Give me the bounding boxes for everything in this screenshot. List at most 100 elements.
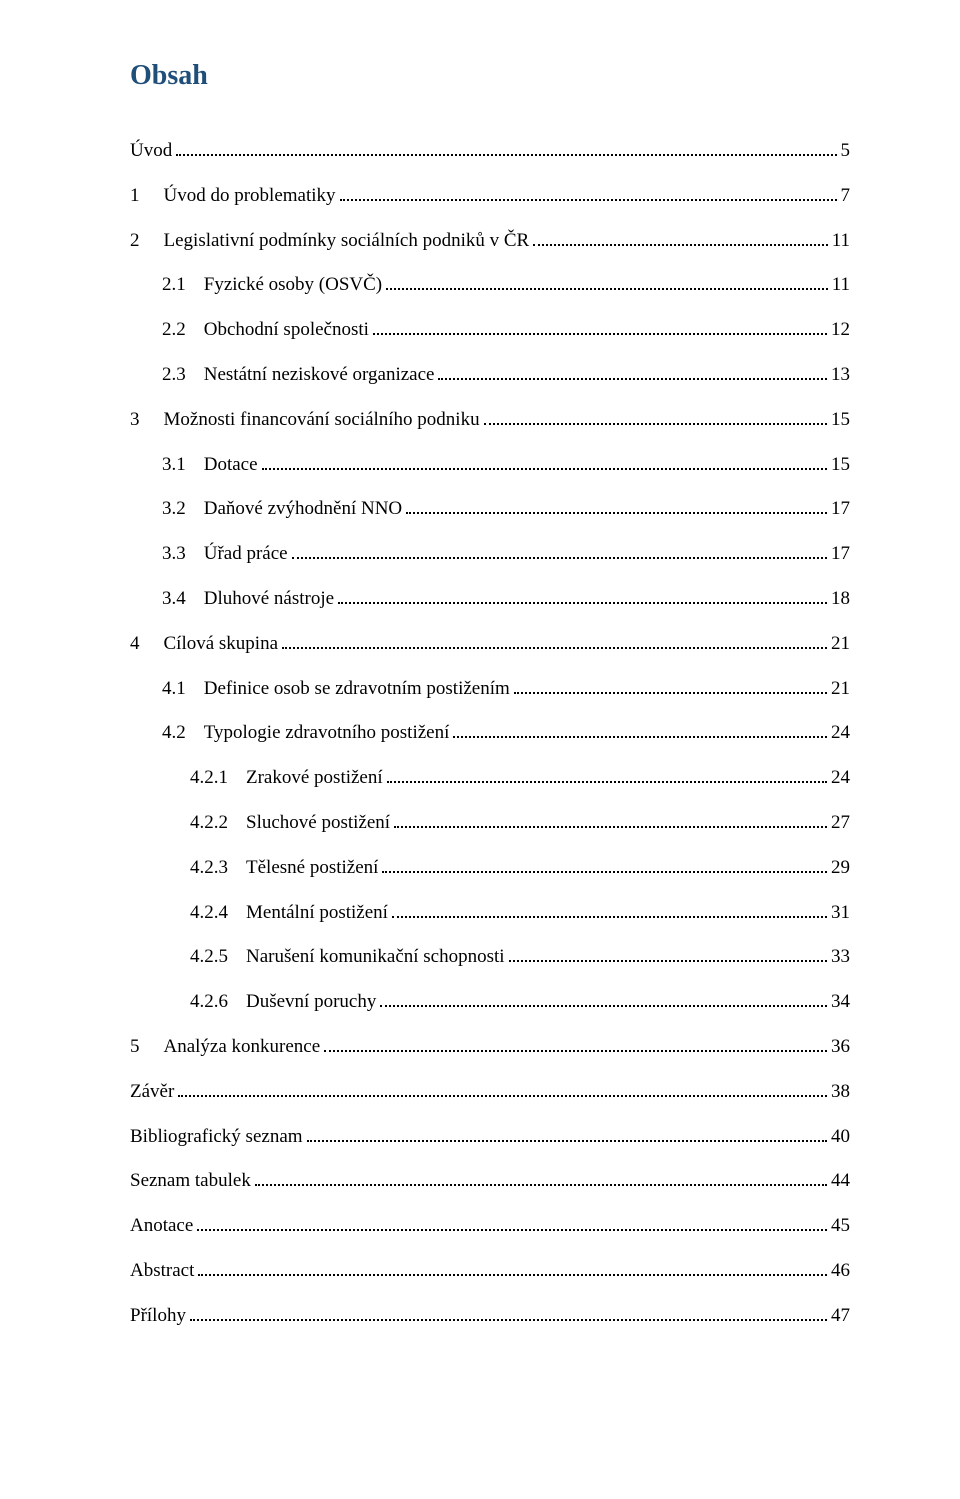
toc-entry: 5 Analýza konkurence 36 xyxy=(130,1036,850,1059)
toc-entry: 4 Cílová skupina 21 xyxy=(130,633,850,656)
toc-entry-page: 36 xyxy=(831,1036,850,1059)
toc-entry-number: 5 xyxy=(130,1036,140,1059)
toc-entry-number: 4.2.3 xyxy=(190,857,228,880)
toc-entry-label: Nestátní neziskové organizace xyxy=(204,364,435,387)
toc-entry-page: 40 xyxy=(831,1126,850,1149)
toc-entry: 3.2 Daňové zvýhodnění NNO 17 xyxy=(130,498,850,521)
toc-entry: 4.2.3 Tělesné postižení 29 xyxy=(130,857,850,880)
toc-leader-dots xyxy=(282,635,827,648)
toc-entry-page: 45 xyxy=(831,1215,850,1238)
toc-entry-label: Abstract xyxy=(130,1260,194,1283)
toc-leader-dots xyxy=(380,994,827,1007)
toc-leader-dots xyxy=(198,1263,827,1276)
toc-entry-number: 4.1 xyxy=(162,678,186,701)
toc-leader-dots xyxy=(453,725,827,738)
toc-entry: 2.3 Nestátní neziskové organizace 13 xyxy=(130,364,850,387)
toc-entry-number: 3.4 xyxy=(162,588,186,611)
toc-entry-label: Možnosti financování sociálního podniku xyxy=(164,409,480,432)
toc-entry: 4.2.6Duševní poruchy34 xyxy=(130,991,850,1014)
toc-leader-dots xyxy=(307,1128,827,1141)
toc-entry-label: Cílová skupina xyxy=(164,633,279,656)
toc-leader-dots xyxy=(255,1173,827,1186)
toc-entry: 2 Legislativní podmínky sociálních podnik… xyxy=(130,230,850,253)
toc-page: Obsah Úvod51Úvod do problematiky72Legisl… xyxy=(0,0,960,1410)
toc-entry-page: 12 xyxy=(831,319,850,342)
toc-leader-dots xyxy=(533,232,827,245)
toc-leader-dots xyxy=(190,1307,827,1320)
toc-entry-number: 1 xyxy=(130,185,140,208)
toc-entry-page: 31 xyxy=(831,902,850,925)
toc-entry-page: 44 xyxy=(831,1170,850,1193)
toc-leader-dots xyxy=(262,456,827,469)
toc-entry-label: Závěr xyxy=(130,1081,174,1104)
toc-entry-page: 46 xyxy=(831,1260,850,1283)
toc-entry-number: 4.2.6 xyxy=(190,991,228,1014)
toc-entry-page: 11 xyxy=(832,230,850,253)
toc-entry-page: 21 xyxy=(831,678,850,701)
toc-entry-page: 13 xyxy=(831,364,850,387)
toc-entry-number: 2 xyxy=(130,230,140,253)
toc-entry-label: Sluchové postižení xyxy=(246,812,390,835)
toc-entry-page: 21 xyxy=(831,633,850,656)
toc-entry-label: Mentální postižení xyxy=(246,902,388,925)
toc-leader-dots xyxy=(178,1083,827,1096)
toc-entry: 3.3Úřad práce17 xyxy=(130,543,850,566)
toc-entry-number: 2.1 xyxy=(162,274,186,297)
toc-entry-page: 47 xyxy=(831,1305,850,1328)
toc-entry-label: Fyzické osoby (OSVČ) xyxy=(204,274,382,297)
toc-leader-dots xyxy=(438,367,827,380)
toc-entry: Závěr38 xyxy=(130,1081,850,1104)
toc-entry-page: 17 xyxy=(831,498,850,521)
toc-entry-number: 4.2 xyxy=(162,722,186,745)
toc-entry: 3Možnosti financování sociálního podniku… xyxy=(130,409,850,432)
toc-entry-number: 4.2.5 xyxy=(190,946,228,969)
toc-entry-label: Tělesné postižení xyxy=(246,857,378,880)
toc-entry-number: 4 xyxy=(130,633,140,656)
toc-entry: 1 Úvod do problematiky 7 xyxy=(130,185,850,208)
toc-entry-label: Dluhové nástroje xyxy=(204,588,334,611)
toc-entry: Abstract 46 xyxy=(130,1260,850,1283)
toc-leader-dots xyxy=(338,591,827,604)
toc-entry-label: Definice osob se zdravotním postižením xyxy=(204,678,510,701)
toc-entry-number: 4.2.1 xyxy=(190,767,228,790)
toc-entry-label: Úřad práce xyxy=(204,543,288,566)
toc-entry-page: 7 xyxy=(841,185,851,208)
toc-leader-dots xyxy=(387,770,827,783)
toc-entry: 4.2.2Sluchové postižení27 xyxy=(130,812,850,835)
toc-leader-dots xyxy=(324,1039,827,1052)
toc-entry-number: 2.3 xyxy=(162,364,186,387)
toc-entry-label: Analýza konkurence xyxy=(164,1036,321,1059)
toc-entry: 4.1 Definice osob se zdravotním postižení… xyxy=(130,678,850,701)
toc-entry: Anotace45 xyxy=(130,1215,850,1238)
toc-entry-page: 15 xyxy=(831,454,850,477)
toc-leader-dots xyxy=(386,277,828,290)
toc-leader-dots xyxy=(176,143,836,156)
toc-entry-page: 18 xyxy=(831,588,850,611)
toc-entry: Bibliografický seznam40 xyxy=(130,1126,850,1149)
toc-entry: Seznam tabulek44 xyxy=(130,1170,850,1193)
toc-entry: 3.4 Dluhové nástroje 18 xyxy=(130,588,850,611)
toc-leader-dots xyxy=(484,411,827,424)
toc-entry-label: Daňové zvýhodnění NNO xyxy=(204,498,402,521)
toc-entry-page: 33 xyxy=(831,946,850,969)
toc-entry-label: Přílohy xyxy=(130,1305,186,1328)
toc-title: Obsah xyxy=(130,60,850,92)
toc-entry-label: Obchodní společnosti xyxy=(204,319,369,342)
toc-leader-dots xyxy=(509,949,827,962)
toc-entry-page: 29 xyxy=(831,857,850,880)
toc-entry-label: Zrakové postižení xyxy=(246,767,383,790)
toc-entry: 4.2.4 Mentální postižení 31 xyxy=(130,902,850,925)
toc-entry-number: 3.3 xyxy=(162,543,186,566)
toc-entry-number: 3.2 xyxy=(162,498,186,521)
toc-entry-number: 2.2 xyxy=(162,319,186,342)
toc-entry-number: 4.2.4 xyxy=(190,902,228,925)
toc-entry-label: Úvod do problematiky xyxy=(164,185,336,208)
toc-entry: 4.2Typologie zdravotního postižení24 xyxy=(130,722,850,745)
toc-leader-dots xyxy=(373,322,827,335)
toc-entry-label: Legislativní podmínky sociálních podniků… xyxy=(164,230,530,253)
toc-entry-label: Duševní poruchy xyxy=(246,991,376,1014)
toc-entry-page: 5 xyxy=(841,140,851,163)
toc-entry-label: Dotace xyxy=(204,454,258,477)
toc-leader-dots xyxy=(382,859,827,872)
toc-entry-page: 24 xyxy=(831,767,850,790)
